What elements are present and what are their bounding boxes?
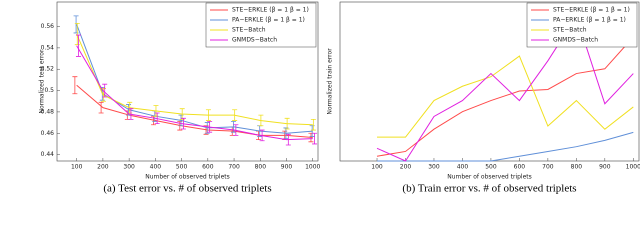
x-tick-label: 100 <box>371 164 383 171</box>
series-line <box>377 55 634 138</box>
x-tick-label: 600 <box>202 164 214 171</box>
x-tick-label: 1000 <box>305 164 320 171</box>
page: 100 200 300 400 500 600 700 800 900 1000 0.44 0.46 0… <box>38 1 640 195</box>
error-bar <box>74 22 80 46</box>
x-tick-label: 800 <box>255 164 267 171</box>
error-bar <box>128 108 134 120</box>
y-tick-label: 0.56 <box>41 23 55 30</box>
legend-label: PA−ERKLE (β = 1 β = 1) <box>553 17 626 24</box>
x-axis-title: Number of observed triplets <box>145 174 230 181</box>
x-tick-label: 200 <box>400 164 412 171</box>
x-tick-label: 500 <box>485 164 497 171</box>
y-tick-label: 0.44 <box>41 151 55 158</box>
error-bar <box>312 132 318 145</box>
y-tick-label: 0.46 <box>41 130 55 137</box>
series-line <box>76 33 313 126</box>
y-tick-label: 0.54 <box>41 44 55 51</box>
error-bar <box>72 76 78 95</box>
x-tick-label: 600 <box>514 164 526 171</box>
caption: (a) Test error vs. # of observed triplet… <box>103 183 271 195</box>
error-bar <box>179 108 185 120</box>
error-bar <box>98 101 104 114</box>
x-tick-label: 1000 <box>626 164 640 171</box>
x-tick-label: 400 <box>457 164 469 171</box>
error-bar <box>233 124 239 136</box>
x-tick-label: 500 <box>176 164 188 171</box>
y-tick-label: 0.52 <box>41 66 55 73</box>
legend-label: PA−ERKLE (β = 1 β = 1) <box>232 17 305 24</box>
series-line <box>76 84 313 139</box>
y-axis-title: Normalized train error <box>327 48 334 115</box>
error-bar <box>204 122 210 134</box>
x-tick-label: 400 <box>150 164 162 171</box>
error-bar <box>309 125 315 137</box>
legend-label: GNMDS−Batch <box>553 37 598 44</box>
error-bar <box>73 15 79 34</box>
error-bar <box>258 114 264 127</box>
x-tick-label: 700 <box>542 164 554 171</box>
series-line <box>376 36 634 157</box>
x-tick-label: 300 <box>428 164 440 171</box>
y-axis-title: Normalized test error <box>39 49 46 113</box>
series-line <box>76 45 313 141</box>
error-bar <box>102 83 108 98</box>
error-bar <box>285 133 291 146</box>
x-tick-label: 100 <box>71 164 83 171</box>
x-tick-label: 900 <box>281 164 293 171</box>
legend-label: STE−Batch <box>553 27 587 34</box>
error-bar <box>154 112 160 125</box>
y-tick-label: 0.5 <box>44 87 54 94</box>
legend-label: STE−Batch <box>232 27 266 34</box>
legend-label: STE−ERKLE (β = 1 β = 1) <box>232 7 309 14</box>
error-bar <box>75 34 81 57</box>
x-tick-label: 900 <box>599 164 611 171</box>
error-bar <box>259 129 265 142</box>
error-bar <box>232 109 238 121</box>
series-line <box>377 131 634 162</box>
x-axis-title: Number of observed triplets <box>447 174 532 181</box>
error-bar <box>284 117 290 130</box>
x-tick-label: 800 <box>571 164 583 171</box>
y-tick-label: 0.48 <box>41 108 55 115</box>
error-bar <box>153 105 159 117</box>
x-tick-label: 300 <box>123 164 135 171</box>
x-tick-label: 200 <box>97 164 109 171</box>
legend-label: STE−ERKLE (β = 1 β = 1) <box>553 7 630 14</box>
caption: (b) Train error vs. # of observed triple… <box>402 183 576 195</box>
legend-label: GNMDS−Batch <box>232 37 277 44</box>
error-bar <box>207 121 213 133</box>
plot-frame <box>56 1 319 162</box>
x-tick-label: 700 <box>228 164 240 171</box>
error-bar <box>310 118 316 131</box>
error-bar <box>180 117 186 130</box>
error-bar <box>205 109 211 121</box>
chart: 100 200 300 400 500 600 700 800 900 1000 0.44 0.46 0… <box>39 1 640 195</box>
series-line <box>376 15 634 162</box>
error-bar <box>283 127 289 139</box>
